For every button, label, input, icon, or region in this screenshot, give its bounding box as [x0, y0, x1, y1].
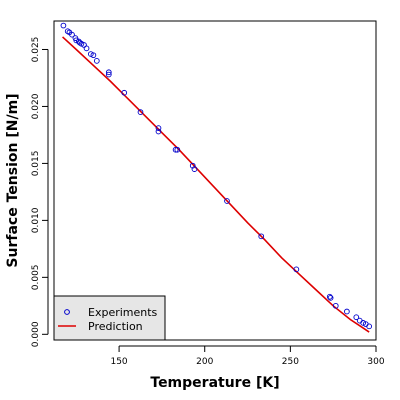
- experiment-point: [344, 308, 350, 315]
- plot-area: [60, 22, 372, 333]
- y-tick-label: 0.005: [31, 264, 41, 290]
- experiment-point: [172, 146, 179, 153]
- experiment-point: [69, 31, 75, 38]
- legend-label-prediction: Prediction: [88, 320, 143, 333]
- x-tick-label: 300: [367, 357, 384, 367]
- prediction-line: [62, 36, 370, 333]
- experiment-point: [327, 294, 334, 301]
- experiment-point: [87, 51, 94, 57]
- legend-label-experiments: Experiments: [88, 306, 158, 319]
- experiment-point: [155, 128, 162, 135]
- experiment-point: [258, 233, 265, 240]
- y-axis: 0.000 0.005 0.010 0.015 0.020 0.025: [31, 37, 49, 347]
- experiment-point: [353, 314, 360, 321]
- experiment-point: [93, 58, 100, 64]
- x-tick-label: 200: [196, 357, 213, 367]
- plot-frame: [53, 20, 377, 341]
- x-tick-label: 250: [282, 357, 299, 367]
- x-axis: 150 200 250 300: [110, 345, 385, 367]
- experiment-point: [326, 293, 333, 300]
- experiment-point: [224, 198, 230, 204]
- experiment-point: [366, 323, 372, 330]
- legend-box: [53, 295, 166, 341]
- experiment-point: [191, 166, 198, 172]
- y-tick-label: 0.020: [31, 93, 41, 119]
- experiment-point: [105, 69, 112, 76]
- experiment-point: [174, 146, 181, 153]
- x-axis-title: Temperature [K]: [150, 375, 279, 391]
- y-tick-label: 0.000: [31, 321, 41, 347]
- experiment-point: [90, 52, 97, 59]
- experiment-point: [356, 317, 363, 324]
- experiment-point: [137, 109, 144, 115]
- experiment-point: [189, 162, 196, 169]
- legend-marker-experiments: [64, 309, 70, 315]
- experiment-point: [60, 22, 67, 29]
- y-axis-title: Surface Tension [N/m]: [5, 93, 21, 267]
- experiment-point: [360, 320, 367, 326]
- experiment-point: [121, 89, 128, 96]
- y-tick-label: 0.015: [31, 151, 41, 177]
- experiment-point: [78, 40, 85, 47]
- x-tick-label: 150: [110, 357, 127, 367]
- y-tick-label: 0.025: [31, 37, 41, 63]
- legend: Experiments Prediction: [53, 295, 166, 341]
- experiment-point: [293, 266, 300, 273]
- experiment-point: [105, 71, 112, 78]
- experiment-point: [155, 125, 162, 131]
- experiment-point: [83, 45, 90, 52]
- y-tick-label: 0.010: [31, 207, 41, 233]
- experiment-point: [332, 302, 339, 309]
